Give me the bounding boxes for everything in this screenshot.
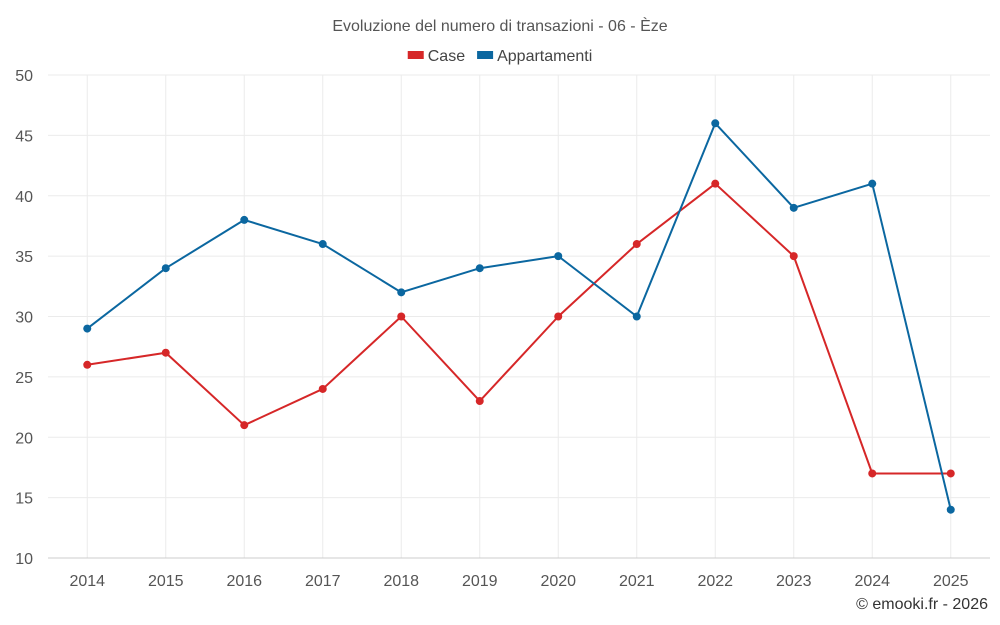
data-point[interactable] bbox=[946, 505, 955, 514]
data-point[interactable] bbox=[632, 312, 641, 321]
data-point[interactable] bbox=[161, 264, 170, 273]
series-group bbox=[83, 119, 955, 514]
data-point[interactable] bbox=[789, 203, 798, 212]
chart-title: Evoluzione del numero di transazioni - 0… bbox=[332, 16, 667, 35]
data-point[interactable] bbox=[397, 312, 406, 321]
data-point[interactable] bbox=[240, 215, 249, 224]
legend: Case Appartamenti bbox=[407, 48, 592, 65]
legend-label-case[interactable]: Case bbox=[428, 48, 465, 65]
data-point[interactable] bbox=[475, 264, 484, 273]
y-tick-label: 30 bbox=[15, 310, 33, 327]
legend-swatch-case bbox=[407, 51, 424, 59]
y-tick-label: 50 bbox=[15, 68, 33, 85]
data-point[interactable] bbox=[946, 469, 955, 478]
x-tick-label: 2019 bbox=[462, 573, 498, 590]
y-axis: 10 15 20 25 30 35 40 45 50 bbox=[15, 68, 33, 568]
data-point[interactable] bbox=[554, 312, 563, 321]
y-tick-label: 45 bbox=[15, 128, 33, 145]
x-tick-label: 2022 bbox=[697, 573, 733, 590]
data-point[interactable] bbox=[83, 360, 92, 369]
series-line-case bbox=[87, 182, 951, 475]
data-point[interactable] bbox=[83, 324, 92, 333]
data-point[interactable] bbox=[711, 119, 720, 128]
legend-label-appartamenti[interactable]: Appartamenti bbox=[497, 48, 592, 65]
data-point[interactable] bbox=[868, 179, 877, 188]
data-point[interactable] bbox=[318, 384, 327, 393]
x-tick-label: 2014 bbox=[69, 573, 105, 590]
x-tick-label: 2024 bbox=[854, 573, 890, 590]
y-tick-label: 40 bbox=[15, 189, 33, 206]
grid bbox=[48, 74, 990, 558]
y-tick-label: 20 bbox=[15, 430, 33, 447]
x-tick-label: 2021 bbox=[619, 573, 655, 590]
data-point[interactable] bbox=[397, 288, 406, 297]
data-point[interactable] bbox=[318, 240, 327, 249]
data-point[interactable] bbox=[711, 179, 720, 188]
x-axis: 2014 2015 2016 2017 2018 2019 2020 2021 2022 2023… bbox=[48, 557, 990, 590]
series-case bbox=[83, 179, 955, 478]
y-tick-label: 15 bbox=[15, 491, 33, 508]
x-tick-label: 2017 bbox=[305, 573, 341, 590]
y-tick-label: 35 bbox=[15, 249, 33, 266]
x-tick-label: 2018 bbox=[383, 573, 419, 590]
data-point[interactable] bbox=[789, 252, 798, 261]
data-point[interactable] bbox=[240, 421, 249, 430]
x-tick-label: 2020 bbox=[540, 573, 576, 590]
x-tick-label: 2016 bbox=[226, 573, 262, 590]
x-tick-label: 2023 bbox=[776, 573, 812, 590]
series-appartamenti bbox=[83, 119, 955, 514]
data-point[interactable] bbox=[475, 397, 484, 406]
data-point[interactable] bbox=[632, 240, 641, 249]
data-point[interactable] bbox=[161, 348, 170, 357]
y-tick-label: 25 bbox=[15, 370, 33, 387]
legend-swatch-appartamenti bbox=[477, 51, 494, 59]
x-tick-label: 2015 bbox=[148, 573, 184, 590]
x-tick-label: 2025 bbox=[933, 573, 969, 590]
data-point[interactable] bbox=[554, 252, 563, 261]
data-point[interactable] bbox=[868, 469, 877, 478]
y-tick-label: 10 bbox=[15, 551, 33, 568]
series-line-appartamenti bbox=[86, 122, 952, 510]
credit-text: © emooki.fr - 2026 bbox=[856, 596, 988, 613]
